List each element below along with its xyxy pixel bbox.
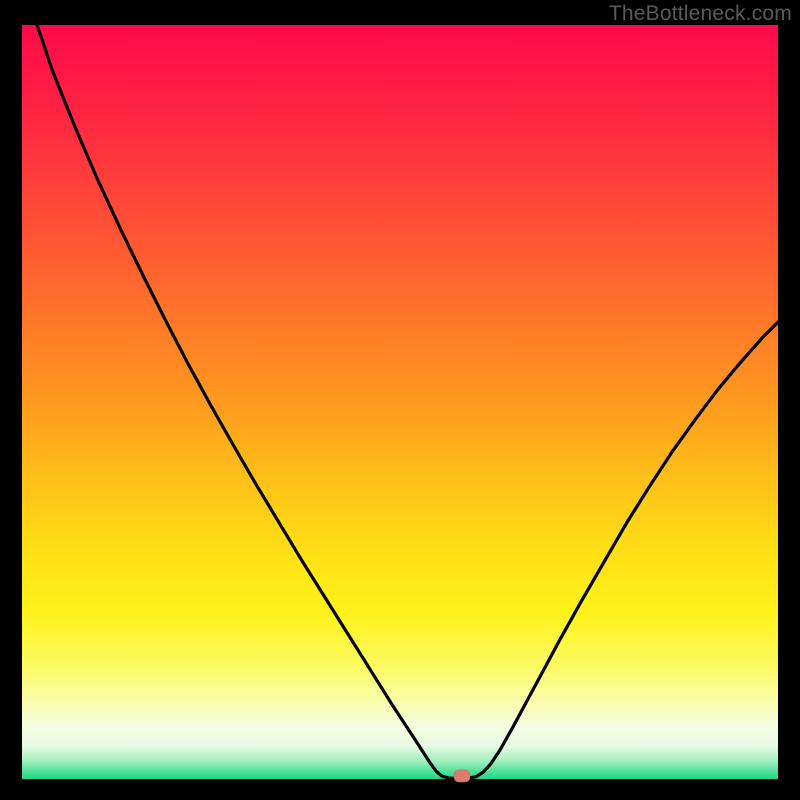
bottleneck-chart <box>0 0 800 800</box>
watermark-label: TheBottleneck.com <box>609 2 792 26</box>
chart-wrap: TheBottleneck.com <box>0 0 800 800</box>
chart-gradient-background <box>22 25 778 779</box>
optimum-marker <box>454 770 470 782</box>
